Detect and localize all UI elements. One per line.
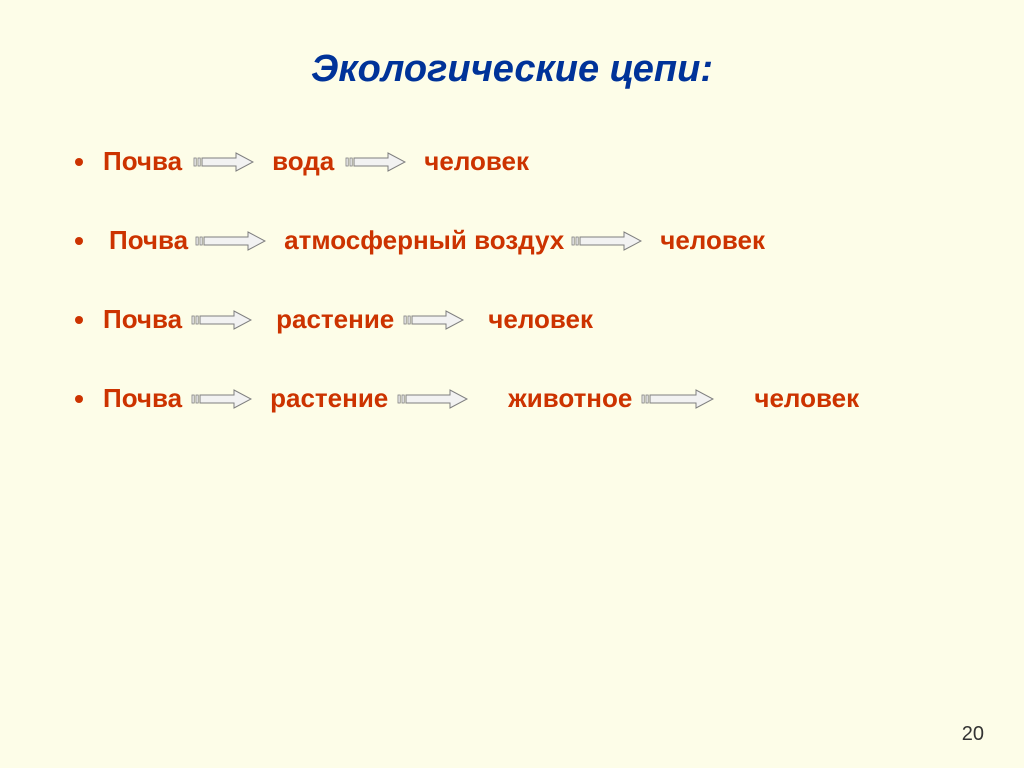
arrow-icon (402, 310, 464, 330)
chain-item: Почва (103, 383, 182, 414)
chain-item: растение (276, 304, 394, 335)
arrow-icon (190, 389, 252, 409)
arrow-icon (190, 310, 252, 330)
chain-item: атмосферный воздух (284, 225, 564, 256)
chain-list: Почва вода человек Почва атмосферный воздух ч… (0, 146, 1024, 414)
chain-item: человек (424, 146, 529, 177)
bullet-icon (75, 237, 83, 245)
chain-item: растение (270, 383, 388, 414)
arrow-icon (192, 152, 254, 172)
chain-row: Почва вода человек (75, 146, 1024, 177)
page-number: 20 (962, 723, 984, 746)
slide-title: Экологические цепи: (0, 0, 1024, 146)
chain-item: Почва (103, 304, 182, 335)
arrow-icon (570, 231, 642, 251)
arrow-icon (194, 231, 266, 251)
arrow-icon (344, 152, 406, 172)
chain-row: Почва атмосферный воздух человек (75, 225, 1024, 256)
chain-item: Почва (109, 225, 188, 256)
chain-item: человек (754, 383, 859, 414)
arrow-icon (640, 389, 714, 409)
chain-row: Почва растение животное человек (75, 383, 1024, 414)
bullet-icon (75, 158, 83, 166)
chain-item: животное (508, 383, 632, 414)
bullet-icon (75, 316, 83, 324)
chain-row: Почва растение человек (75, 304, 1024, 335)
chain-item: вода (272, 146, 334, 177)
bullet-icon (75, 395, 83, 403)
arrow-icon (396, 389, 468, 409)
chain-item: человек (660, 225, 765, 256)
chain-item: человек (488, 304, 593, 335)
chain-item: Почва (103, 146, 182, 177)
